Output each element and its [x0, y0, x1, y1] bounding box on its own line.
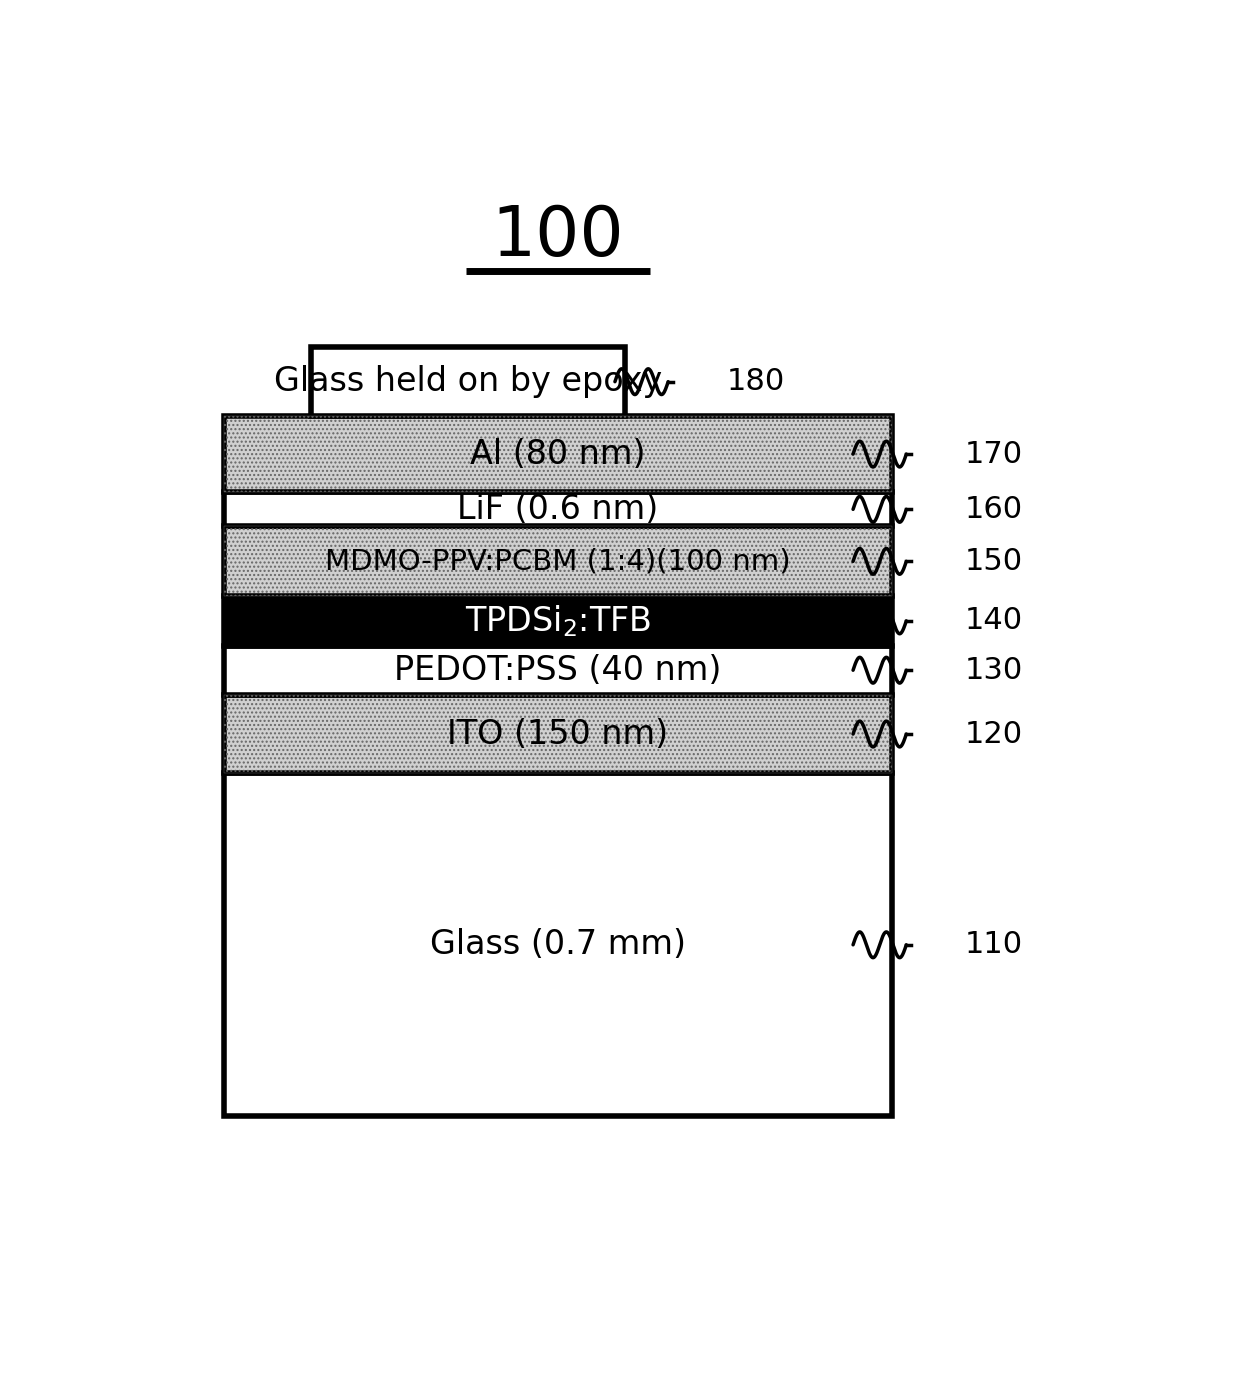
Text: 140: 140: [964, 606, 1023, 635]
Bar: [224, 417, 892, 492]
Text: TPDSi$_2$:TFB: TPDSi$_2$:TFB: [465, 603, 651, 639]
Text: Glass held on by epoxy: Glass held on by epoxy: [274, 365, 662, 398]
Bar: [224, 773, 892, 1116]
Text: ITO (150 nm): ITO (150 nm): [447, 717, 668, 751]
Text: 120: 120: [964, 720, 1023, 748]
Bar: [224, 492, 892, 527]
Bar: [224, 645, 892, 695]
Text: 170: 170: [964, 440, 1023, 468]
Bar: [224, 417, 892, 492]
Bar: [224, 695, 892, 773]
Text: MDMO-PPV:PCBM (1:4)(100 nm): MDMO-PPV:PCBM (1:4)(100 nm): [325, 547, 791, 575]
Bar: [224, 527, 892, 596]
Text: 180: 180: [726, 368, 784, 396]
Bar: [224, 527, 892, 596]
Bar: [224, 695, 892, 773]
Text: PEDOT:PSS (40 nm): PEDOT:PSS (40 nm): [395, 653, 722, 687]
Text: Glass (0.7 mm): Glass (0.7 mm): [430, 928, 686, 961]
Text: 100: 100: [492, 203, 624, 270]
Text: 150: 150: [964, 547, 1023, 575]
Bar: [224, 596, 892, 645]
Text: Al (80 nm): Al (80 nm): [470, 437, 646, 471]
Text: 110: 110: [964, 931, 1023, 960]
Bar: [311, 347, 624, 417]
Text: LiF (0.6 nm): LiF (0.6 nm): [457, 493, 658, 525]
Text: 160: 160: [964, 495, 1023, 524]
Text: 130: 130: [964, 656, 1023, 685]
